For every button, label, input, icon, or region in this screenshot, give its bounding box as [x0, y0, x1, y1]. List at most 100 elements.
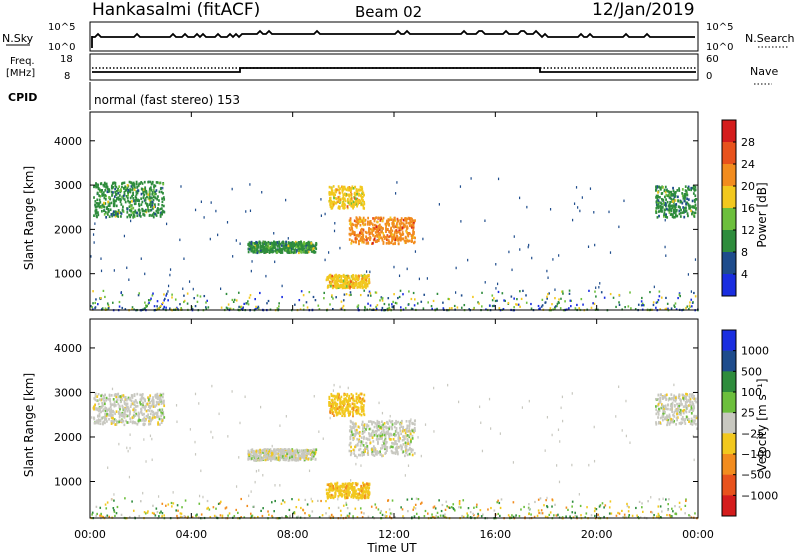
echo-cell — [358, 493, 360, 497]
scatter-cell — [389, 515, 391, 518]
scatter-cell — [170, 501, 173, 505]
echo-cell — [344, 408, 347, 411]
echo-cell — [106, 190, 109, 194]
scatter-cell — [652, 301, 655, 304]
scatter-cell — [165, 306, 167, 309]
echo-cell — [667, 194, 669, 198]
echo-cell — [346, 406, 349, 410]
scatter-cell — [544, 515, 547, 518]
echo-cell — [372, 233, 375, 237]
echo-cell — [363, 238, 366, 241]
echo-cell — [655, 194, 658, 198]
echo-cell — [143, 405, 146, 409]
echo-cell — [362, 495, 365, 499]
scatter-cell — [225, 306, 228, 309]
scatter-cell — [278, 305, 280, 308]
scatter-cell — [540, 305, 543, 308]
echo-cell — [346, 404, 349, 408]
echo-cell — [667, 208, 670, 212]
echo-cell — [402, 232, 405, 236]
echo-cell — [263, 455, 266, 459]
scatter-cell — [220, 306, 223, 309]
scatter-cell — [436, 292, 439, 295]
scatter-cell — [688, 304, 691, 307]
scatter-cell — [302, 304, 305, 307]
echo-cell — [354, 224, 357, 228]
echo-cell — [133, 188, 136, 191]
echo-cell — [326, 494, 329, 498]
echo-cell — [387, 222, 389, 226]
echo-cell — [132, 216, 135, 219]
echo-cell — [140, 393, 143, 397]
echo-cell — [329, 273, 332, 277]
echo-cell — [353, 197, 356, 200]
echo-cell — [354, 194, 357, 197]
scatter-cell — [378, 401, 380, 405]
echo-cell — [129, 215, 132, 219]
echo-cell — [129, 412, 131, 416]
echo-cell — [110, 213, 113, 216]
echo-cell — [247, 250, 250, 254]
echo-cell — [351, 230, 354, 233]
echo-cell — [348, 227, 351, 230]
echo-cell — [115, 204, 118, 208]
echo-cell — [346, 281, 349, 285]
echo-cell — [329, 401, 332, 405]
scatter-cell — [160, 304, 162, 308]
echo-cell — [672, 189, 675, 193]
echo-cell — [371, 223, 374, 226]
scatter-cell — [238, 305, 240, 308]
echo-cell — [141, 413, 144, 417]
echo-cell — [684, 192, 687, 196]
echo-cell — [98, 205, 101, 209]
scatter-cell — [537, 304, 540, 308]
scatter-cell — [665, 307, 668, 310]
echo-cell — [134, 202, 137, 205]
scatter-cell — [481, 291, 483, 294]
echo-cell — [329, 203, 332, 206]
scatter-cell — [475, 505, 478, 509]
scatter-cell — [586, 506, 588, 509]
echo-cell — [330, 277, 333, 281]
echo-cell — [131, 402, 134, 406]
echo-cell — [291, 246, 294, 249]
scatter-cell — [593, 211, 595, 214]
echo-cell — [257, 245, 260, 249]
echo-cell — [358, 438, 361, 442]
scatter-cell — [207, 506, 209, 509]
echo-cell — [370, 222, 373, 225]
echo-cell — [302, 451, 305, 454]
echo-cell — [393, 218, 396, 221]
echo-cell — [400, 421, 403, 425]
echo-cell — [99, 201, 102, 204]
echo-cell — [332, 278, 335, 282]
echo-cell — [348, 284, 351, 288]
echo-cell — [284, 450, 287, 454]
echo-cell — [314, 458, 317, 461]
echo-cell — [110, 420, 113, 423]
echo-cell — [118, 211, 120, 215]
power-plot-bg — [90, 112, 698, 310]
echo-cell — [262, 240, 265, 244]
echo-cell — [129, 200, 131, 204]
scatter-cell — [249, 183, 251, 186]
echo-cell — [663, 208, 666, 212]
echo-cell — [383, 422, 386, 425]
echo-cell — [345, 188, 348, 192]
echo-cell — [119, 407, 121, 411]
scatter-cell — [473, 514, 475, 517]
scatter-cell — [466, 512, 468, 515]
echo-cell — [110, 201, 113, 205]
echo-cell — [359, 282, 362, 285]
scatter-cell — [427, 301, 429, 304]
echo-cell — [252, 452, 255, 456]
echo-cell — [361, 495, 364, 498]
scatter-cell — [106, 501, 109, 504]
echo-cell — [343, 185, 346, 189]
echo-cell — [382, 231, 385, 235]
echo-cell — [390, 231, 393, 235]
echo-cell — [358, 426, 361, 429]
echo-cell — [668, 196, 671, 199]
echo-cell — [253, 246, 256, 249]
